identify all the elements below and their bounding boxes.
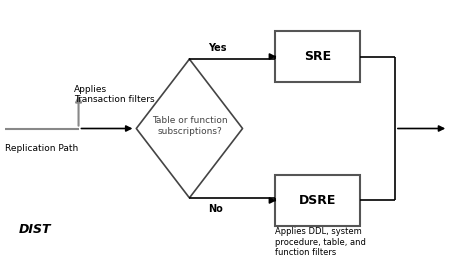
- Bar: [275, 31, 360, 82]
- Text: Yes: Yes: [208, 43, 226, 53]
- Text: Applies
Transaction filters: Applies Transaction filters: [74, 85, 155, 104]
- Text: DSRE: DSRE: [299, 194, 336, 207]
- Text: Applies DDL, system
procedure, table, and
function filters: Applies DDL, system procedure, table, an…: [275, 227, 366, 257]
- Text: DIST: DIST: [18, 223, 51, 236]
- Text: SRE: SRE: [304, 50, 331, 63]
- Bar: [275, 175, 360, 226]
- Text: Table or function
subscriptions?: Table or function subscriptions?: [152, 116, 227, 136]
- Text: Replication Path: Replication Path: [5, 144, 78, 153]
- Text: No: No: [208, 204, 223, 214]
